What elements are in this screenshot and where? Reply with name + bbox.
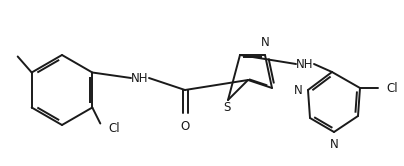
Text: NH: NH (296, 57, 314, 71)
Text: N: N (294, 83, 303, 96)
Text: Cl: Cl (386, 82, 398, 94)
Text: Cl: Cl (108, 123, 120, 135)
Text: N: N (330, 138, 339, 151)
Text: NH: NH (131, 72, 149, 84)
Text: S: S (223, 101, 231, 114)
Text: N: N (261, 36, 269, 49)
Text: O: O (180, 120, 189, 133)
